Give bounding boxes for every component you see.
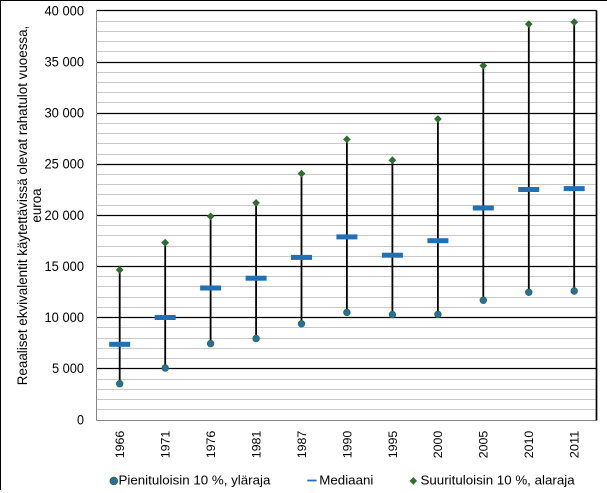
svg-text:1971: 1971: [159, 431, 173, 459]
svg-text:1987: 1987: [295, 431, 309, 459]
svg-text:2000: 2000: [431, 431, 445, 459]
svg-text:Pienituloisin 10 %, yläraja: Pienituloisin 10 %, yläraja: [119, 473, 271, 488]
svg-text:2005: 2005: [477, 431, 491, 459]
svg-text:20 000: 20 000: [45, 208, 85, 223]
svg-text:10 000: 10 000: [45, 310, 85, 325]
svg-text:1976: 1976: [204, 431, 218, 459]
svg-text:1995: 1995: [386, 431, 400, 459]
svg-text:2011: 2011: [568, 431, 582, 459]
svg-text:euroa: euroa: [29, 188, 44, 223]
svg-text:40 000: 40 000: [45, 3, 85, 18]
svg-text:Mediaani: Mediaani: [319, 473, 373, 488]
svg-text:1966: 1966: [113, 431, 127, 459]
svg-text:15 000: 15 000: [45, 259, 85, 274]
svg-text:Reaaliset ekvivalentit käytett: Reaaliset ekvivalentit käytettävissä ole…: [15, 26, 30, 386]
svg-text:0: 0: [77, 412, 84, 427]
svg-text:5 000: 5 000: [52, 361, 84, 376]
svg-text:35 000: 35 000: [45, 54, 85, 69]
svg-text:1990: 1990: [340, 431, 354, 459]
svg-text:Suurituloisin 10 %, alaraja: Suurituloisin 10 %, alaraja: [421, 473, 576, 488]
svg-text:30 000: 30 000: [45, 106, 85, 121]
svg-text:1981: 1981: [249, 431, 263, 459]
svg-text:2010: 2010: [522, 431, 536, 459]
svg-text:25 000: 25 000: [45, 157, 85, 172]
